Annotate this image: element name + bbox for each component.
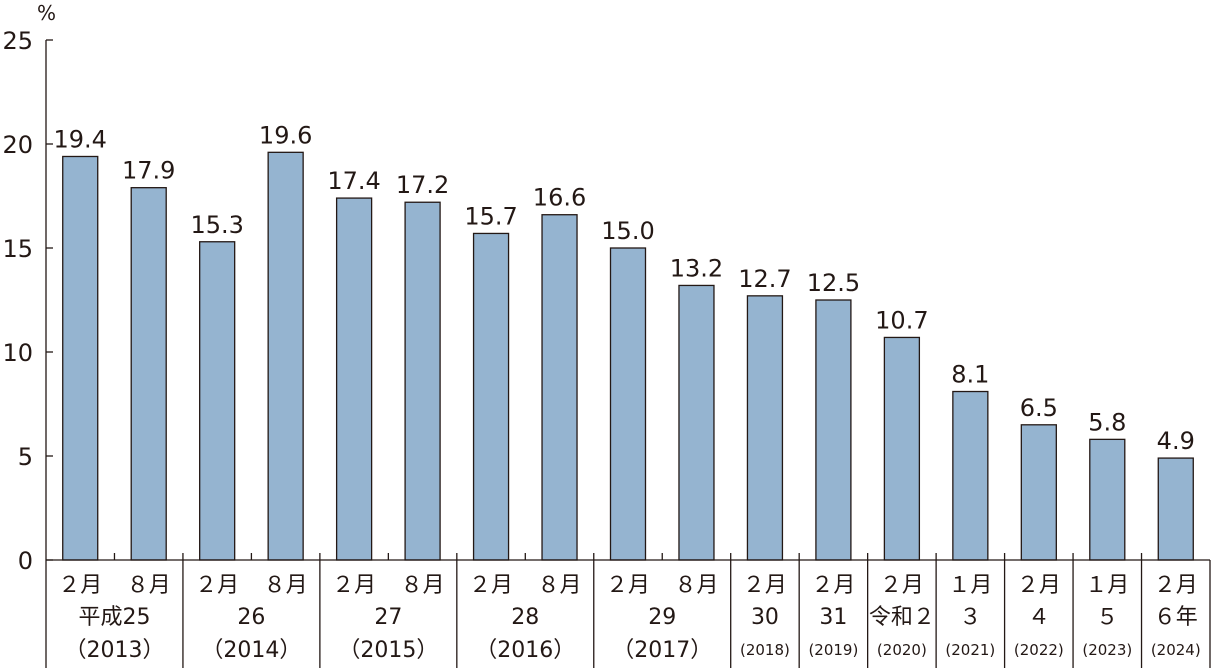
data-label: 17.4 <box>327 167 380 195</box>
x-year-label: 28 <box>511 605 539 630</box>
x-western-year-label: (2024) <box>1151 641 1201 659</box>
x-month-label: ２月 <box>743 573 787 598</box>
bar <box>678 284 715 561</box>
bar <box>267 151 304 561</box>
x-year-label: ６年 <box>1154 605 1198 630</box>
data-label: 6.5 <box>1020 394 1058 422</box>
data-label: 4.9 <box>1157 427 1195 455</box>
data-label: 16.6 <box>533 184 586 212</box>
x-year-label: 30 <box>751 605 779 630</box>
x-month-label: ２月 <box>195 573 239 598</box>
bar <box>1089 438 1126 561</box>
bar <box>883 336 921 561</box>
y-axis-unit: % <box>37 1 56 25</box>
x-western-year-label: (2022) <box>1014 641 1064 659</box>
data-label: 8.1 <box>951 361 989 389</box>
bar <box>130 187 167 561</box>
bar <box>1157 457 1194 561</box>
y-tick-label: 5 <box>18 443 33 471</box>
y-tick-label: 15 <box>2 235 33 263</box>
x-month-label: １月 <box>1085 573 1129 598</box>
y-tick-label: 10 <box>2 339 33 367</box>
x-month-label: １月 <box>948 573 992 598</box>
x-western-year-label: (2018) <box>740 641 790 659</box>
x-western-year-label: （2017） <box>612 638 712 663</box>
x-year-label: ４ <box>1028 605 1050 630</box>
data-label: 13.2 <box>670 254 723 282</box>
bar <box>472 232 510 561</box>
x-year-label: 令和２ <box>869 605 935 630</box>
x-year-label: 平成25 <box>78 605 150 630</box>
bar <box>199 241 236 561</box>
data-label: 17.2 <box>396 171 449 199</box>
data-label: 15.3 <box>190 211 243 239</box>
x-year-label: ３ <box>959 605 981 630</box>
data-label: 15.7 <box>464 202 517 230</box>
x-western-year-label: （2016） <box>475 638 575 663</box>
x-month-label: ２月 <box>1017 573 1061 598</box>
x-year-label: 26 <box>237 605 265 630</box>
x-year-label: 31 <box>819 605 847 630</box>
data-label: 5.8 <box>1088 408 1126 436</box>
data-label: 15.0 <box>601 217 654 245</box>
bar <box>609 247 647 561</box>
bar <box>404 201 441 561</box>
x-western-year-label: (2021) <box>945 641 995 659</box>
x-year-label: 29 <box>648 605 676 630</box>
bar <box>62 155 99 561</box>
bars <box>62 151 1194 561</box>
x-month-label: ８月 <box>401 573 445 598</box>
x-western-year-label: (2023) <box>1082 641 1132 659</box>
x-month-label: ８月 <box>264 573 308 598</box>
x-month-label: ２月 <box>469 573 513 598</box>
data-label: 10.7 <box>875 306 928 334</box>
bar <box>815 299 852 561</box>
x-month-label: ８月 <box>538 573 582 598</box>
y-tick-label: 25 <box>2 27 33 55</box>
x-month-label: ２月 <box>1154 573 1198 598</box>
data-labels: 19.4 17.9 15.3 19.6 17.4 17.2 15.7 16.6 15.0 13.2… <box>54 121 1195 455</box>
bar <box>541 214 578 561</box>
x-month-label: ２月 <box>332 573 376 598</box>
x-month-label: ８月 <box>674 573 718 598</box>
data-label: 12.5 <box>807 269 860 297</box>
y-tick-label: 0 <box>18 547 33 575</box>
x-year-label: 27 <box>374 605 402 630</box>
y-axis: 0 5 10 15 20 25 <box>2 27 53 575</box>
bar <box>746 295 784 561</box>
x-western-year-label: （2015） <box>338 638 438 663</box>
x-month-label: ２月 <box>606 573 650 598</box>
x-month-label: ２月 <box>880 573 924 598</box>
data-label: 19.6 <box>259 121 312 149</box>
data-label: 17.9 <box>122 157 175 185</box>
x-western-year-label: (2019) <box>808 641 858 659</box>
y-tick-label: 20 <box>2 131 33 159</box>
data-label: 12.7 <box>738 265 791 293</box>
bar <box>952 390 989 561</box>
x-year-label: ５ <box>1096 605 1118 630</box>
x-month-label: ２月 <box>58 573 102 598</box>
x-month-label: ８月 <box>127 573 171 598</box>
data-label: 19.4 <box>54 125 107 153</box>
x-western-year-label: （2013） <box>64 638 164 663</box>
x-western-year-label: (2020) <box>877 641 927 659</box>
x-western-year-label: （2014） <box>201 638 301 663</box>
bar <box>335 197 373 561</box>
x-month-label: ２月 <box>811 573 855 598</box>
bar <box>1020 424 1057 561</box>
